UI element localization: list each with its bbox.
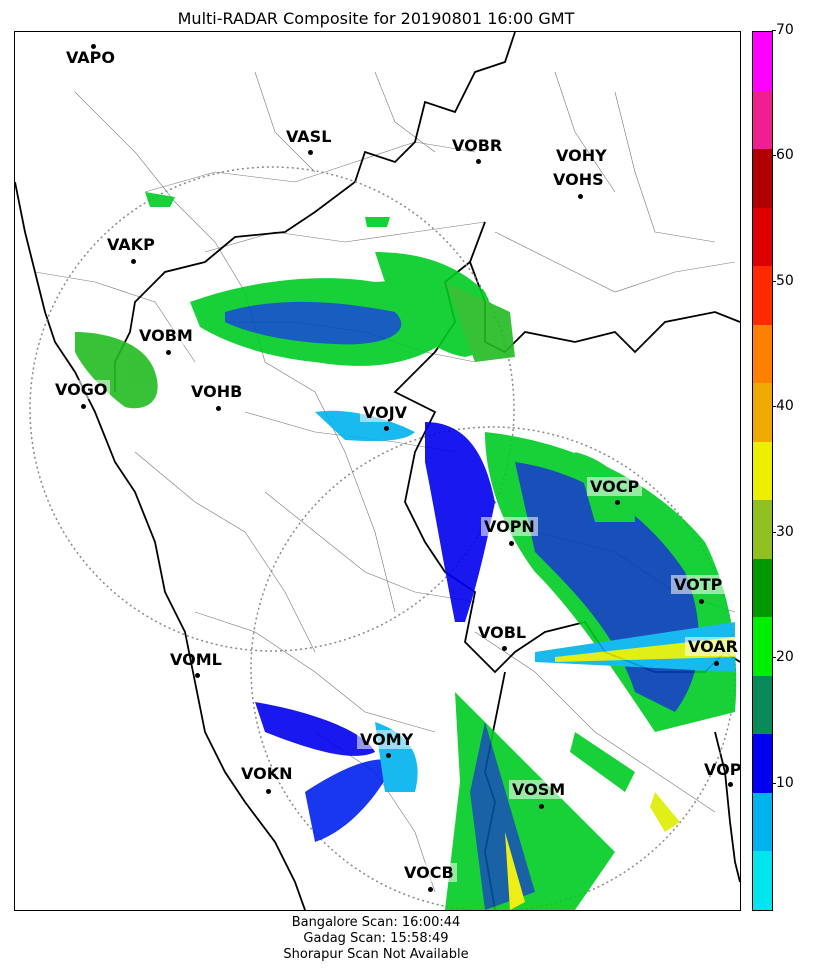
colorbar-tick-label: 50 [772,273,794,289]
colorbar-segment [753,734,772,793]
station-marker [728,782,733,787]
station-marker [476,159,481,164]
station-label: VOPN [481,517,538,536]
station-label: VOPC [704,760,741,779]
colorbar-segment [753,266,772,325]
map-title: Multi-RADAR Composite for 20190801 16:00… [177,9,575,28]
station-label: VOML [170,650,222,669]
footer-shorapur-scan: Shorapur Scan Not Available [283,947,469,962]
colorbar-segment [753,617,772,676]
station-label: VOHY [556,146,607,165]
station-marker [266,789,271,794]
colorbar-tick-label: 10 [772,775,794,791]
station-marker [216,406,221,411]
station-marker [308,150,313,155]
station-label: VOSM [509,780,569,799]
station-marker [131,259,136,264]
station-marker [386,753,391,758]
station-label: VAKP [107,235,155,254]
footer-gadag-scan: Gadag Scan: 15:58:49 [303,931,449,946]
station-label: VOGO [52,380,111,399]
colorbar-segment [753,32,772,91]
colorbar-tick-label: 40 [772,398,794,414]
colorbar-segment [753,558,772,618]
station-label: VOJV [360,403,411,422]
station-marker [166,350,171,355]
colorbar-segment [753,441,772,501]
station-marker [539,804,544,809]
station-marker [714,661,719,666]
station-label: VOBL [478,623,527,642]
colorbar-segment [753,675,772,735]
colorbar-tick-label: 30 [772,524,794,540]
colorbar-segment [753,324,772,384]
radar-map[interactable]: VAPO VASL VOBR VOHY VOHS VAKP VOBM VOGO … [14,31,741,911]
station-label: VOHB [191,382,243,401]
station-label: VOCB [401,863,457,882]
colorbar-tick-label: 70 [772,22,794,38]
colorbar-segment [753,500,772,559]
colorbar-tick-label: 60 [772,147,794,163]
station-marker [502,646,507,651]
station-marker [428,887,433,892]
station-label: VOCP [587,477,643,496]
colorbar-tick-label: 20 [772,649,794,665]
station-label: VOHS [553,170,604,189]
station-label: VAPO [66,48,116,67]
station-marker [91,44,96,49]
station-marker [195,673,200,678]
map-layers [15,32,740,910]
station-label: VOAR [685,637,740,656]
radar-echoes [75,192,737,910]
station-label: VOBM [136,326,196,345]
station-marker [578,194,583,199]
station-label: VOTP [671,575,726,594]
colorbar-segment [753,90,772,150]
station-marker [384,426,389,431]
station-label: VOKN [241,764,293,783]
colorbar-segment [753,851,772,910]
colorbar-segment [753,149,772,208]
colorbar-segment [753,207,772,267]
footer-bangalore-scan: Bangalore Scan: 16:00:44 [291,915,461,930]
station-marker [699,599,704,604]
station-marker [615,500,620,505]
station-label: VOMY [357,730,417,749]
station-marker [81,404,86,409]
colorbar-segment [753,792,772,852]
station-label: VASL [286,127,332,146]
station-label: VOBR [452,136,503,155]
colorbar-segment [753,383,772,442]
colorbar [752,31,773,911]
station-marker [509,541,514,546]
